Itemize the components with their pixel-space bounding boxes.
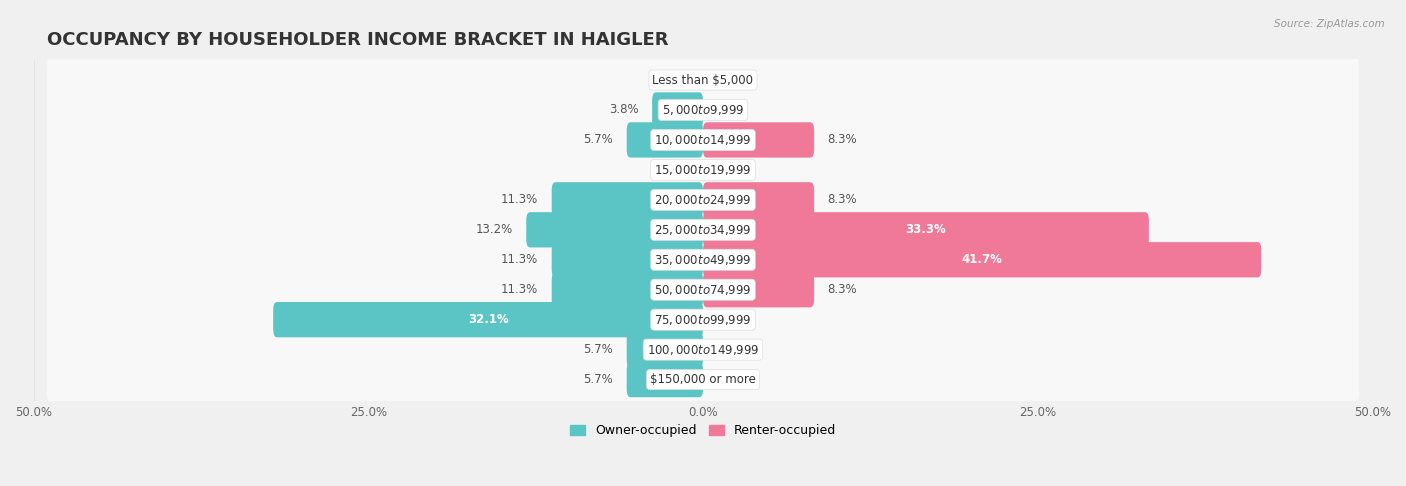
FancyBboxPatch shape bbox=[703, 272, 814, 307]
Text: 3.8%: 3.8% bbox=[609, 104, 638, 117]
Text: 0.0%: 0.0% bbox=[717, 343, 747, 356]
FancyBboxPatch shape bbox=[703, 242, 1261, 278]
FancyBboxPatch shape bbox=[703, 182, 814, 218]
FancyBboxPatch shape bbox=[46, 144, 1360, 196]
Text: $35,000 to $49,999: $35,000 to $49,999 bbox=[654, 253, 752, 267]
Text: 8.3%: 8.3% bbox=[828, 193, 858, 207]
Text: $50,000 to $74,999: $50,000 to $74,999 bbox=[654, 283, 752, 297]
Text: 41.7%: 41.7% bbox=[962, 253, 1002, 266]
Text: 11.3%: 11.3% bbox=[501, 253, 538, 266]
FancyBboxPatch shape bbox=[627, 332, 703, 367]
Text: 0.0%: 0.0% bbox=[717, 373, 747, 386]
Text: 11.3%: 11.3% bbox=[501, 283, 538, 296]
FancyBboxPatch shape bbox=[551, 242, 703, 278]
FancyBboxPatch shape bbox=[46, 204, 1360, 256]
Text: $10,000 to $14,999: $10,000 to $14,999 bbox=[654, 133, 752, 147]
FancyBboxPatch shape bbox=[551, 182, 703, 218]
Text: 5.7%: 5.7% bbox=[583, 373, 613, 386]
Text: 8.3%: 8.3% bbox=[828, 283, 858, 296]
Text: $25,000 to $34,999: $25,000 to $34,999 bbox=[654, 223, 752, 237]
FancyBboxPatch shape bbox=[46, 234, 1360, 286]
Text: OCCUPANCY BY HOUSEHOLDER INCOME BRACKET IN HAIGLER: OCCUPANCY BY HOUSEHOLDER INCOME BRACKET … bbox=[46, 31, 668, 49]
FancyBboxPatch shape bbox=[526, 212, 703, 247]
Text: 32.1%: 32.1% bbox=[468, 313, 509, 326]
FancyBboxPatch shape bbox=[46, 84, 1360, 136]
Text: 0.0%: 0.0% bbox=[717, 163, 747, 176]
Text: 0.0%: 0.0% bbox=[717, 313, 747, 326]
Text: $100,000 to $149,999: $100,000 to $149,999 bbox=[647, 343, 759, 357]
FancyBboxPatch shape bbox=[627, 362, 703, 397]
FancyBboxPatch shape bbox=[551, 272, 703, 307]
FancyBboxPatch shape bbox=[46, 324, 1360, 375]
Text: $15,000 to $19,999: $15,000 to $19,999 bbox=[654, 163, 752, 177]
Text: 8.3%: 8.3% bbox=[828, 134, 858, 146]
Text: 5.7%: 5.7% bbox=[583, 343, 613, 356]
Text: 5.7%: 5.7% bbox=[583, 134, 613, 146]
FancyBboxPatch shape bbox=[46, 264, 1360, 315]
Text: Less than $5,000: Less than $5,000 bbox=[652, 73, 754, 87]
FancyBboxPatch shape bbox=[46, 114, 1360, 166]
FancyBboxPatch shape bbox=[46, 174, 1360, 226]
Text: Source: ZipAtlas.com: Source: ZipAtlas.com bbox=[1274, 19, 1385, 30]
FancyBboxPatch shape bbox=[627, 122, 703, 157]
Text: 0.0%: 0.0% bbox=[717, 73, 747, 87]
Text: $150,000 or more: $150,000 or more bbox=[650, 373, 756, 386]
FancyBboxPatch shape bbox=[703, 122, 814, 157]
FancyBboxPatch shape bbox=[46, 354, 1360, 405]
Legend: Owner-occupied, Renter-occupied: Owner-occupied, Renter-occupied bbox=[565, 419, 841, 442]
FancyBboxPatch shape bbox=[703, 212, 1149, 247]
Text: 0.0%: 0.0% bbox=[659, 163, 689, 176]
FancyBboxPatch shape bbox=[652, 92, 703, 128]
Text: $75,000 to $99,999: $75,000 to $99,999 bbox=[654, 312, 752, 327]
Text: 33.3%: 33.3% bbox=[905, 223, 946, 236]
FancyBboxPatch shape bbox=[46, 54, 1360, 106]
Text: 11.3%: 11.3% bbox=[501, 193, 538, 207]
Text: 0.0%: 0.0% bbox=[659, 73, 689, 87]
Text: 13.2%: 13.2% bbox=[475, 223, 513, 236]
FancyBboxPatch shape bbox=[273, 302, 703, 337]
Text: $20,000 to $24,999: $20,000 to $24,999 bbox=[654, 193, 752, 207]
FancyBboxPatch shape bbox=[46, 294, 1360, 346]
Text: 0.0%: 0.0% bbox=[717, 104, 747, 117]
Text: $5,000 to $9,999: $5,000 to $9,999 bbox=[662, 103, 744, 117]
